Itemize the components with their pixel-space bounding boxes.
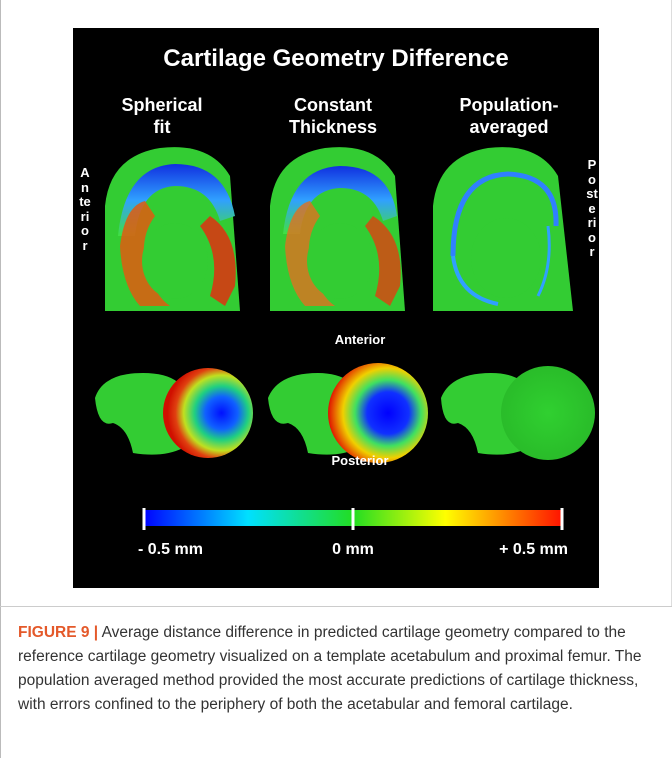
caption-body: Average distance difference in predicted… <box>18 624 642 713</box>
femur-label: Posterior <box>331 453 388 468</box>
figure-title: Cartilage Geometry Difference <box>163 45 508 72</box>
caption: FIGURE 9 | Average distance difference i… <box>0 606 672 759</box>
column-label: Thickness <box>289 117 377 137</box>
colorbar-label: - 0.5 mm <box>138 541 203 558</box>
page: Cartilage Geometry Difference Sphericalf… <box>0 0 672 758</box>
femur-label: Anterior <box>335 332 386 347</box>
column-label: Spherical <box>121 95 202 115</box>
caption-text: FIGURE 9 | Average distance difference i… <box>18 621 658 717</box>
acetabulum-images <box>105 147 573 311</box>
colorbar-label: + 0.5 mm <box>499 541 568 558</box>
femur-images <box>95 363 595 463</box>
figure-panel: Cartilage Geometry Difference Sphericalf… <box>73 28 599 588</box>
caption-label: FIGURE 9 | <box>18 624 98 641</box>
column-label: Constant <box>294 95 372 115</box>
column-label: Population- <box>460 95 559 115</box>
column-label: fit <box>154 117 171 137</box>
colorbar-label: 0 mm <box>332 541 374 558</box>
side-label: Anterior <box>79 166 91 253</box>
side-label: Posterior <box>586 158 598 260</box>
column-label: averaged <box>469 117 548 137</box>
